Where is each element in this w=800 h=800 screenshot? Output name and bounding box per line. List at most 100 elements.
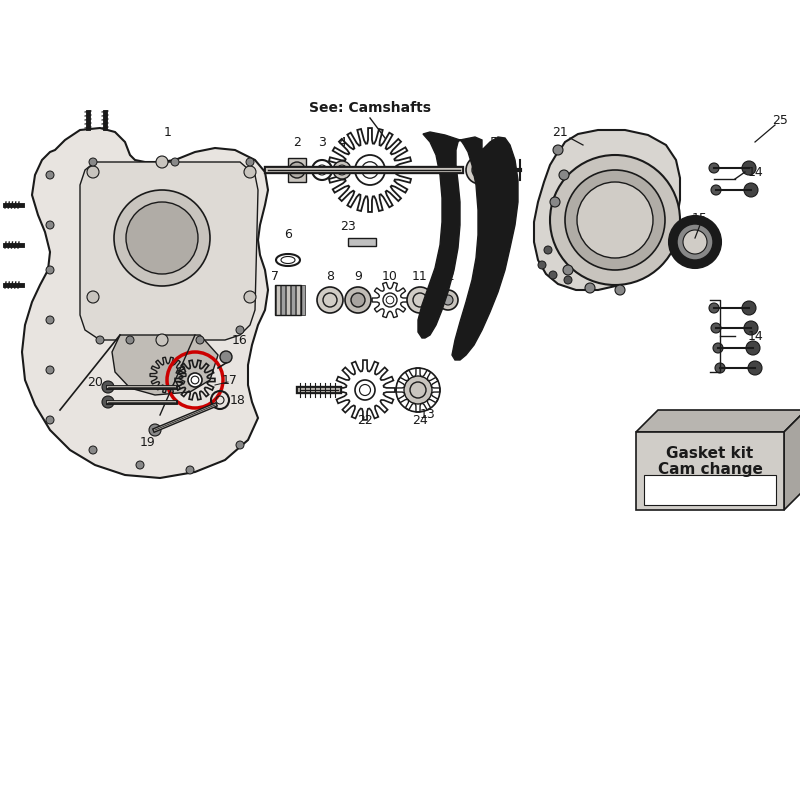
- Bar: [348, 238, 376, 246]
- Text: 14: 14: [748, 330, 764, 342]
- Text: 13: 13: [420, 409, 436, 422]
- Circle shape: [188, 373, 202, 387]
- Circle shape: [709, 303, 719, 313]
- Text: 15: 15: [692, 211, 708, 225]
- Text: 23: 23: [340, 219, 356, 233]
- Circle shape: [563, 265, 573, 275]
- Circle shape: [748, 361, 762, 375]
- Polygon shape: [150, 357, 186, 393]
- Text: Cam change: Cam change: [658, 462, 762, 477]
- Circle shape: [711, 185, 721, 195]
- Circle shape: [683, 230, 707, 254]
- Circle shape: [550, 155, 680, 285]
- Circle shape: [565, 170, 665, 270]
- Circle shape: [317, 287, 343, 313]
- Circle shape: [355, 155, 385, 185]
- Polygon shape: [418, 132, 518, 360]
- Polygon shape: [22, 128, 268, 478]
- Circle shape: [244, 166, 256, 178]
- Circle shape: [577, 182, 653, 258]
- Circle shape: [220, 351, 232, 363]
- Circle shape: [715, 363, 725, 373]
- Circle shape: [46, 171, 54, 179]
- Circle shape: [236, 326, 244, 334]
- Text: 21: 21: [552, 126, 568, 138]
- Circle shape: [744, 183, 758, 197]
- Circle shape: [709, 163, 719, 173]
- Circle shape: [742, 161, 756, 175]
- Circle shape: [236, 441, 244, 449]
- Text: 22: 22: [357, 414, 373, 426]
- Text: See: Camshafts: See: Camshafts: [309, 101, 431, 115]
- Text: 2: 2: [293, 135, 301, 149]
- Circle shape: [46, 266, 54, 274]
- Circle shape: [156, 156, 168, 168]
- Bar: [281, 285, 285, 315]
- Circle shape: [89, 446, 97, 454]
- Circle shape: [443, 295, 453, 305]
- Bar: [275, 285, 301, 315]
- Text: 8: 8: [326, 270, 334, 282]
- Circle shape: [677, 224, 713, 260]
- Bar: [644, 475, 776, 505]
- Circle shape: [466, 156, 494, 184]
- Polygon shape: [112, 335, 218, 395]
- Circle shape: [407, 287, 433, 313]
- Circle shape: [404, 376, 432, 404]
- Circle shape: [744, 321, 758, 335]
- Bar: [288, 158, 306, 182]
- Circle shape: [126, 336, 134, 344]
- Bar: [296, 285, 300, 315]
- Circle shape: [126, 202, 198, 274]
- Circle shape: [711, 323, 721, 333]
- Circle shape: [87, 291, 99, 303]
- Circle shape: [46, 316, 54, 324]
- Bar: [286, 285, 290, 315]
- Text: 12: 12: [440, 270, 456, 282]
- Text: 5: 5: [490, 135, 498, 149]
- Circle shape: [351, 293, 365, 307]
- Circle shape: [156, 334, 168, 346]
- Text: 18: 18: [230, 394, 246, 406]
- Text: 9: 9: [354, 270, 362, 282]
- Circle shape: [114, 190, 210, 286]
- Polygon shape: [636, 410, 800, 432]
- Circle shape: [549, 271, 557, 279]
- Circle shape: [102, 381, 114, 393]
- Text: 10: 10: [382, 270, 398, 282]
- Circle shape: [171, 158, 179, 166]
- Text: Gasket kit: Gasket kit: [666, 446, 754, 462]
- Circle shape: [337, 165, 347, 175]
- Text: 1: 1: [164, 126, 172, 138]
- Text: 16: 16: [232, 334, 248, 346]
- Circle shape: [355, 380, 375, 400]
- Circle shape: [553, 145, 563, 155]
- Circle shape: [246, 158, 254, 166]
- Circle shape: [186, 466, 194, 474]
- Circle shape: [746, 341, 760, 355]
- Polygon shape: [784, 410, 800, 510]
- Circle shape: [383, 293, 397, 307]
- Circle shape: [149, 424, 161, 436]
- Text: 19: 19: [140, 435, 156, 449]
- Circle shape: [345, 287, 371, 313]
- Text: 14: 14: [748, 166, 764, 178]
- Polygon shape: [80, 162, 258, 340]
- Text: 20: 20: [87, 375, 103, 389]
- Bar: [276, 285, 280, 315]
- Circle shape: [564, 276, 572, 284]
- Bar: [291, 285, 295, 315]
- Bar: [301, 285, 305, 315]
- Circle shape: [196, 336, 204, 344]
- Circle shape: [89, 158, 97, 166]
- Circle shape: [550, 197, 560, 207]
- Text: 25: 25: [772, 114, 788, 126]
- Circle shape: [438, 290, 458, 310]
- Circle shape: [559, 170, 569, 180]
- Circle shape: [615, 285, 625, 295]
- Circle shape: [46, 366, 54, 374]
- Circle shape: [96, 336, 104, 344]
- Circle shape: [742, 301, 756, 315]
- Circle shape: [289, 162, 305, 178]
- Text: 11: 11: [412, 270, 428, 282]
